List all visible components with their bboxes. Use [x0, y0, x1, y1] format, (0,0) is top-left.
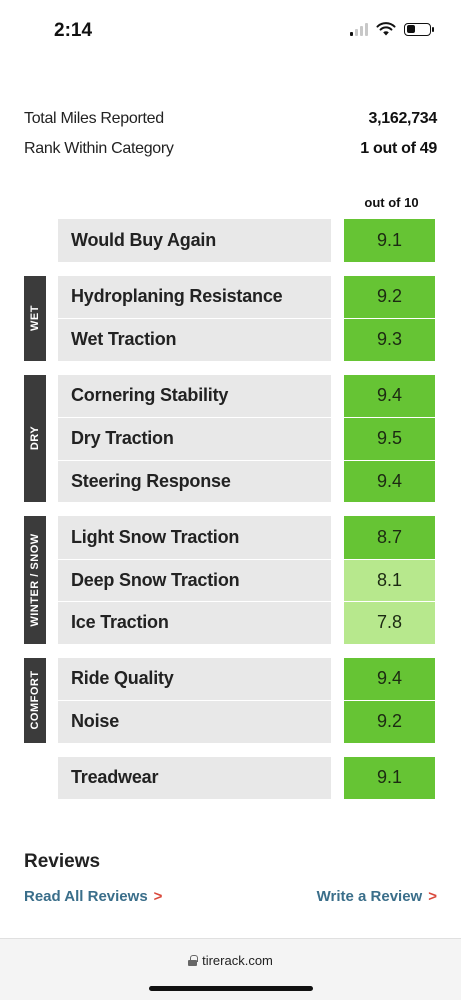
battery-icon — [404, 22, 434, 36]
rating-label: Steering Response — [58, 459, 331, 502]
rating-score: 9.1 — [344, 756, 435, 799]
group-rows: Light Snow Traction 8.7 Deep Snow Traction… — [58, 516, 437, 644]
browser-address-bar[interactable]: tirerack.com — [0, 938, 461, 1000]
group-tag-label: COMFORT — [29, 670, 41, 730]
rating-score: 7.8 — [344, 601, 435, 644]
ratings-table: Would Buy Again 9.1 WET Hydroplaning Resist… — [24, 219, 437, 813]
total-miles-label: Total Miles Reported — [24, 110, 164, 127]
rank-row: Rank Within Category 1 out of 49 — [24, 134, 437, 164]
rating-row: Wet Traction 9.3 — [58, 318, 437, 361]
rating-label: Deep Snow Traction — [58, 558, 331, 601]
status-icons — [350, 22, 434, 36]
rating-row: Ice Traction 7.8 — [58, 601, 437, 644]
rating-label: Ride Quality — [58, 657, 331, 700]
rating-label: Cornering Stability — [58, 374, 331, 417]
rating-score: 9.1 — [344, 219, 435, 262]
rating-group: DRY Cornering Stability 9.4 Dry Traction 9.5… — [24, 374, 437, 502]
rank-value: 1 out of 49 — [360, 140, 437, 157]
rating-label: Treadwear — [58, 756, 331, 799]
rating-group: Treadwear 9.1 — [24, 756, 437, 800]
status-bar: 2:14 — [0, 0, 461, 64]
score-scale-header: out of 10 — [364, 195, 419, 210]
rating-row: Would Buy Again 9.1 — [58, 219, 437, 262]
lock-icon — [188, 955, 198, 966]
rating-row: Ride Quality 9.4 — [58, 657, 437, 700]
rating-row: Dry Traction 9.5 — [58, 417, 437, 460]
rating-label: Noise — [58, 700, 331, 743]
rating-row: Noise 9.2 — [58, 700, 437, 743]
group-tag: WET — [24, 275, 46, 361]
rating-row: Treadwear 9.1 — [58, 756, 437, 799]
cellular-signal-icon — [350, 22, 368, 36]
status-time: 2:14 — [54, 20, 93, 41]
rating-row: Hydroplaning Resistance 9.2 — [58, 275, 437, 318]
rating-label: Ice Traction — [58, 601, 331, 644]
total-miles-row: Total Miles Reported 3,162,734 — [24, 104, 437, 134]
rating-label: Would Buy Again — [58, 219, 331, 262]
rating-group: Would Buy Again 9.1 — [24, 219, 437, 262]
rating-score: 9.4 — [344, 459, 435, 502]
rating-row: Light Snow Traction 8.7 — [58, 516, 437, 559]
group-tag: COMFORT — [24, 657, 46, 743]
rating-group: WINTER / SNOW Light Snow Traction 8.7 Deep … — [24, 516, 437, 644]
wifi-icon — [376, 22, 396, 36]
group-rows: Hydroplaning Resistance 9.2 Wet Traction 9.… — [58, 275, 437, 361]
group-tag: DRY — [24, 374, 46, 502]
group-rows: Cornering Stability 9.4 Dry Traction 9.5 Ste… — [58, 374, 437, 502]
chevron-right-icon: > — [428, 888, 437, 905]
group-rows: Treadwear 9.1 — [58, 756, 437, 799]
group-tag-label: WET — [29, 305, 41, 331]
rating-score: 9.5 — [344, 417, 435, 460]
review-links: Read All Reviews > Write a Review > — [24, 888, 437, 905]
group-tag-label: WINTER / SNOW — [29, 533, 41, 627]
rating-group: WET Hydroplaning Resistance 9.2 Wet Tractio… — [24, 275, 437, 361]
rating-score: 9.4 — [344, 657, 435, 700]
group-tag — [24, 219, 46, 262]
read-all-reviews-link[interactable]: Read All Reviews > — [24, 888, 162, 905]
rating-group: COMFORT Ride Quality 9.4 Noise 9.2 — [24, 657, 437, 743]
home-indicator[interactable] — [149, 986, 313, 991]
rating-row: Cornering Stability 9.4 — [58, 374, 437, 417]
write-review-label: Write a Review — [316, 888, 423, 905]
tire-summary: Total Miles Reported 3,162,734 Rank With… — [24, 104, 437, 164]
write-review-link[interactable]: Write a Review > — [317, 888, 437, 905]
rating-score: 9.2 — [344, 275, 435, 318]
rating-score: 9.2 — [344, 700, 435, 743]
group-tag — [24, 757, 46, 800]
rating-row: Deep Snow Traction 8.1 — [58, 558, 437, 601]
group-tag: WINTER / SNOW — [24, 516, 46, 644]
rating-score: 8.1 — [344, 558, 435, 601]
group-rows: Would Buy Again 9.1 — [58, 219, 437, 262]
url-text: tirerack.com — [202, 953, 273, 968]
read-all-reviews-label: Read All Reviews — [24, 888, 148, 905]
rating-label: Wet Traction — [58, 318, 331, 361]
group-rows: Ride Quality 9.4 Noise 9.2 — [58, 657, 437, 743]
total-miles-value: 3,162,734 — [368, 110, 438, 127]
rank-label: Rank Within Category — [24, 140, 174, 157]
rating-score: 8.7 — [344, 516, 435, 559]
rating-label: Dry Traction — [58, 417, 331, 460]
rating-label: Light Snow Traction — [58, 516, 331, 559]
reviews-heading: Reviews — [24, 851, 101, 872]
rating-score: 9.4 — [344, 374, 435, 417]
rating-label: Hydroplaning Resistance — [58, 275, 331, 318]
group-tag-label: DRY — [29, 426, 41, 451]
rating-score: 9.3 — [344, 318, 435, 361]
url-display[interactable]: tirerack.com — [0, 953, 461, 968]
rating-row: Steering Response 9.4 — [58, 459, 437, 502]
chevron-right-icon: > — [153, 888, 163, 905]
